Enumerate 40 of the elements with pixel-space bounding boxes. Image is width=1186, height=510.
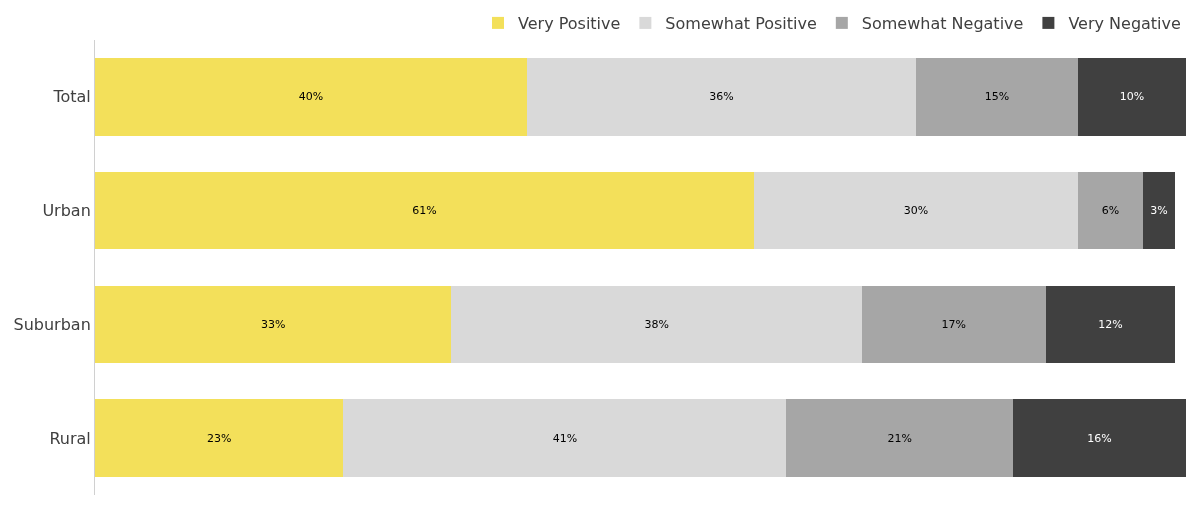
bar [915, 58, 1078, 136]
data-label: 23% [207, 431, 232, 445]
legend-label: Somewhat Positive [665, 14, 817, 34]
bar [1077, 171, 1143, 250]
bar [95, 171, 754, 250]
bar [1045, 285, 1176, 364]
legend-label: Somewhat Negative [861, 14, 1024, 34]
data-label: 21% [887, 431, 912, 445]
y-tick-label: Total [52, 87, 91, 107]
data-label: 36% [709, 90, 734, 104]
bar [753, 171, 1078, 250]
bar [1142, 171, 1176, 250]
bar [861, 285, 1046, 364]
bar [343, 399, 787, 477]
bar [1077, 58, 1186, 136]
y-tick-label: Urban [42, 201, 91, 221]
data-label: 38% [644, 317, 669, 331]
data-label: 33% [261, 317, 286, 331]
data-label: 30% [903, 204, 929, 218]
legend-label: Very Positive [518, 14, 621, 34]
data-label: 10% [1119, 90, 1145, 104]
bar [451, 285, 862, 364]
bar [1013, 399, 1186, 477]
data-label: 12% [1098, 317, 1123, 331]
data-label: 17% [941, 317, 966, 331]
y-tick-label: Rural [49, 428, 91, 448]
bar [786, 399, 1014, 477]
data-label: 3% [1150, 204, 1168, 218]
bar [95, 58, 528, 136]
data-label: 16% [1087, 431, 1112, 445]
data-label: 61% [412, 204, 437, 218]
data-label: 40% [298, 90, 324, 104]
data-label: 41% [552, 431, 578, 445]
data-label: 6% [1101, 204, 1120, 218]
bar [95, 285, 452, 364]
bar [527, 58, 916, 136]
y-tick-label: Suburban [13, 314, 91, 334]
bar [95, 399, 344, 477]
data-label: 15% [984, 90, 1010, 104]
legend-label: Very Negative [1068, 14, 1181, 34]
